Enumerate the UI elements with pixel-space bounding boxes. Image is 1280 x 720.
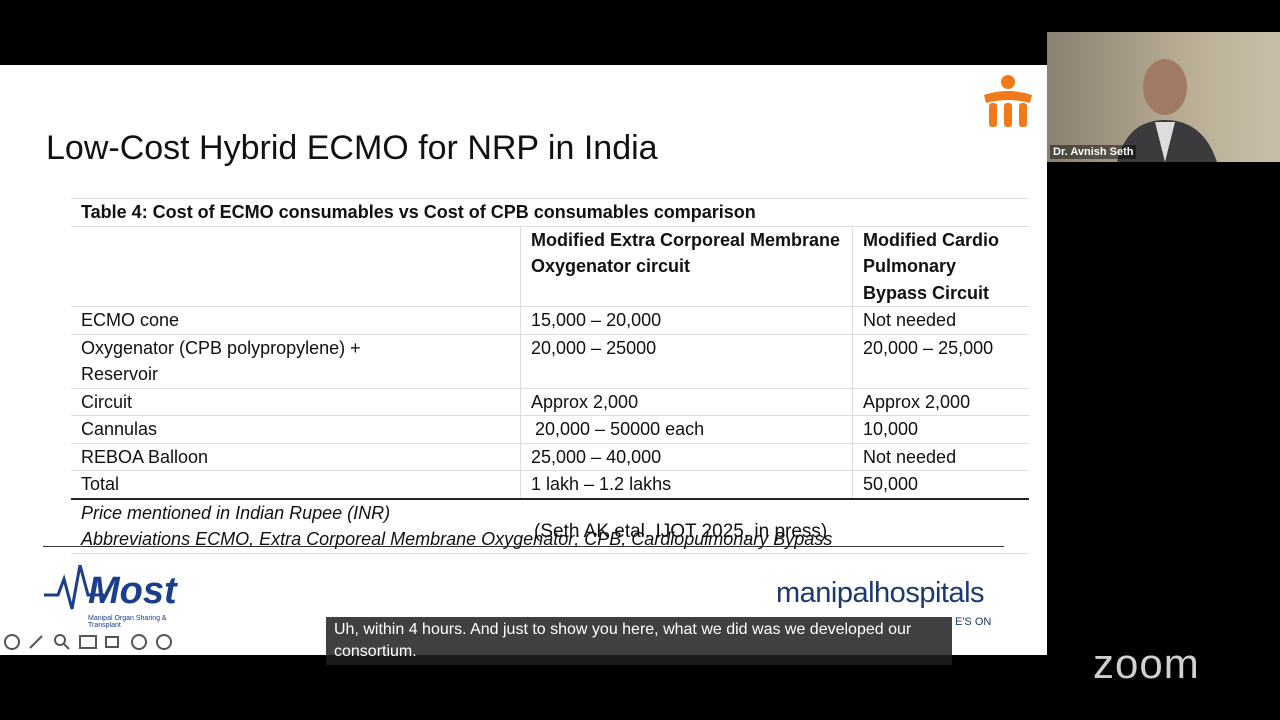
cell: 15,000 – 20,000: [520, 306, 853, 334]
participant-silhouette: [1117, 59, 1217, 162]
cell: 20,000 – 50000 each: [520, 415, 853, 443]
slide-title: Low-Cost Hybrid ECMO for NRP in India: [46, 129, 658, 167]
cell: Not needed: [852, 442, 1029, 471]
participant-video[interactable]: [1047, 32, 1280, 162]
zoom-logo: zoom: [1093, 640, 1200, 687]
cost-table: Table 4: Cost of ECMO consumables vs Cos…: [71, 198, 1029, 554]
participant-name: Dr. Avnish Seth: [1050, 145, 1137, 159]
cell: 20,000 – 25000: [520, 333, 853, 388]
cell: 50,000: [852, 470, 1029, 500]
cell: 20,000 – 25,000: [852, 333, 1029, 388]
header-cell: [71, 225, 521, 307]
cell: Not needed: [852, 306, 1029, 334]
cell: ECMO cone: [71, 306, 521, 334]
table-caption: Table 4: Cost of ECMO consumables vs Cos…: [71, 198, 1029, 226]
cell: 10,000: [852, 415, 1029, 443]
cell: Oxygenator (CPB polypropylene) + Reservo…: [71, 333, 521, 388]
logo-most: Most: [88, 570, 177, 612]
slide-toolbar[interactable]: [2, 632, 177, 652]
header-cell: Modified Extra Corporeal Membrane Oxygen…: [520, 225, 853, 307]
header-cell: Modified Cardio Pulmonary Bypass Circuit: [852, 225, 1029, 307]
divider: [43, 546, 1004, 547]
cell: Circuit: [71, 387, 521, 416]
logo-most-subtitle: Manipal Organ Sharing & Transplant: [88, 615, 167, 629]
citation: (Seth AK etal. IJOT 2025, in press): [534, 521, 828, 542]
manipal-icon: [984, 75, 1032, 127]
live-caption: Uh, within 4 hours. And just to show you…: [326, 617, 952, 665]
table-note: Price mentioned in Indian Rupee (INR): [81, 502, 391, 523]
cell: 25,000 – 40,000: [520, 442, 853, 471]
logo-heartbeat: [44, 565, 104, 610]
cell: Approx 2,000: [852, 387, 1029, 416]
cell: 1 lakh – 1.2 lakhs: [520, 470, 853, 500]
slide: Low-Cost Hybrid ECMO for NRP in India Ta…: [0, 65, 1047, 655]
cell: REBOA Balloon: [71, 442, 521, 471]
cell: Total: [71, 470, 521, 500]
cell: Cannulas: [71, 415, 521, 443]
table-note: Abbreviations ECMO, Extra Corporeal Memb…: [71, 526, 1029, 554]
logo-manipal: manipalhospitals: [776, 577, 985, 609]
logo-tagline: E'S ON: [955, 616, 992, 628]
cell: Approx 2,000: [520, 387, 853, 416]
